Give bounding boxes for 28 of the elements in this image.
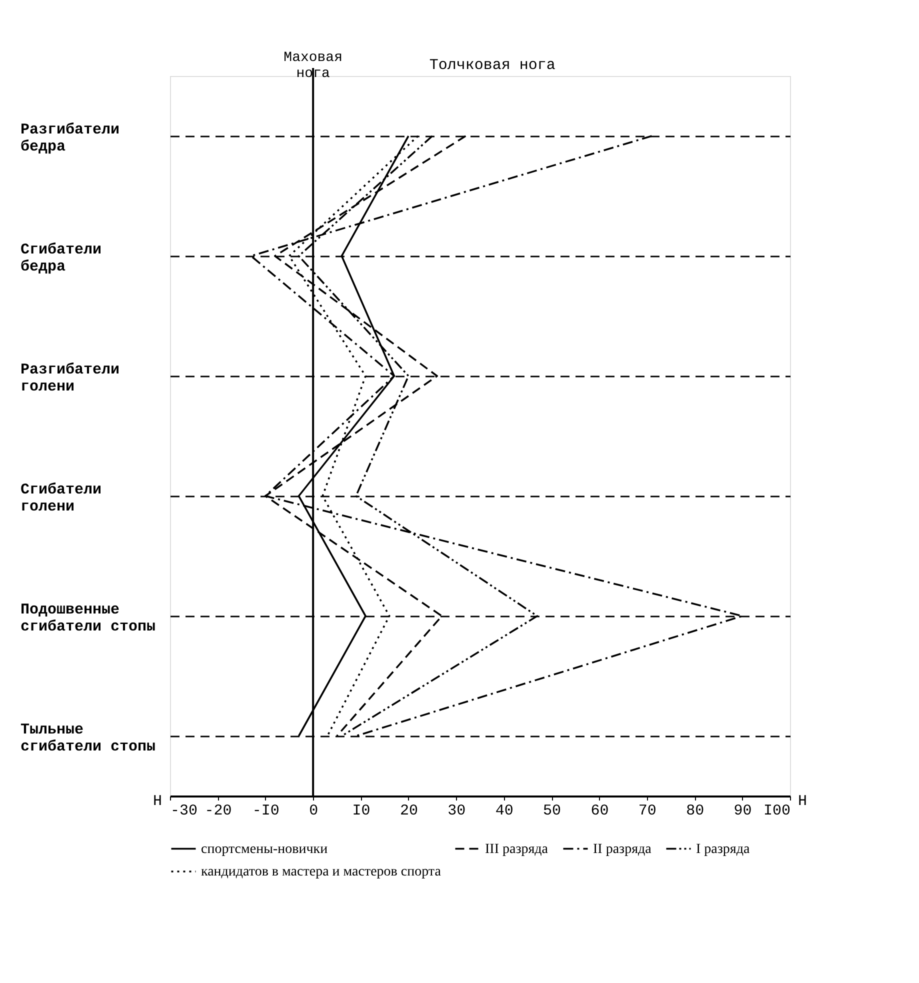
x-tick-label: 30 xyxy=(448,802,466,820)
legend-label: спортсмены-новички xyxy=(201,842,328,857)
x-tick-label: I00 xyxy=(763,802,790,820)
x-tick-label: 50 xyxy=(543,802,562,820)
legend-label: III разряда xyxy=(485,842,549,857)
x-tick-label: -I0 xyxy=(252,802,280,820)
y-tick-label: Разгибатели голени xyxy=(20,362,120,396)
y-tick-label: Тыльные сгибатели стопы xyxy=(20,722,156,756)
y-tick-label: Сгибатели голени xyxy=(20,482,102,516)
x-tick-label: 40 xyxy=(495,802,514,820)
x-tick-label: -30 xyxy=(170,802,198,820)
y-tick-label: Подошвенные сгибатели стопы xyxy=(20,602,156,636)
x-tick-label: 90 xyxy=(734,802,752,820)
x-tick-label: 20 xyxy=(400,802,418,820)
y-tick-label: Разгибатели бедра xyxy=(20,122,120,156)
legend-label: I разряда xyxy=(696,842,750,857)
x-tick-label: -20 xyxy=(204,802,232,820)
x-tick-label: 80 xyxy=(686,802,704,820)
y-tick-label: Сгибатели бедра xyxy=(20,242,102,276)
legend-label: кандидатов в мастера и мастеров спорта xyxy=(201,864,442,880)
text: Толчковая нога xyxy=(429,57,556,74)
text: Н xyxy=(152,793,162,810)
legend-label: II разряда xyxy=(593,842,652,857)
x-tick-label: 70 xyxy=(638,802,656,820)
x-axis-title: Н xyxy=(798,793,808,810)
x-tick-label: 0 xyxy=(309,802,318,820)
x-tick-label: I0 xyxy=(352,802,370,820)
x-tick-label: 60 xyxy=(590,802,609,820)
